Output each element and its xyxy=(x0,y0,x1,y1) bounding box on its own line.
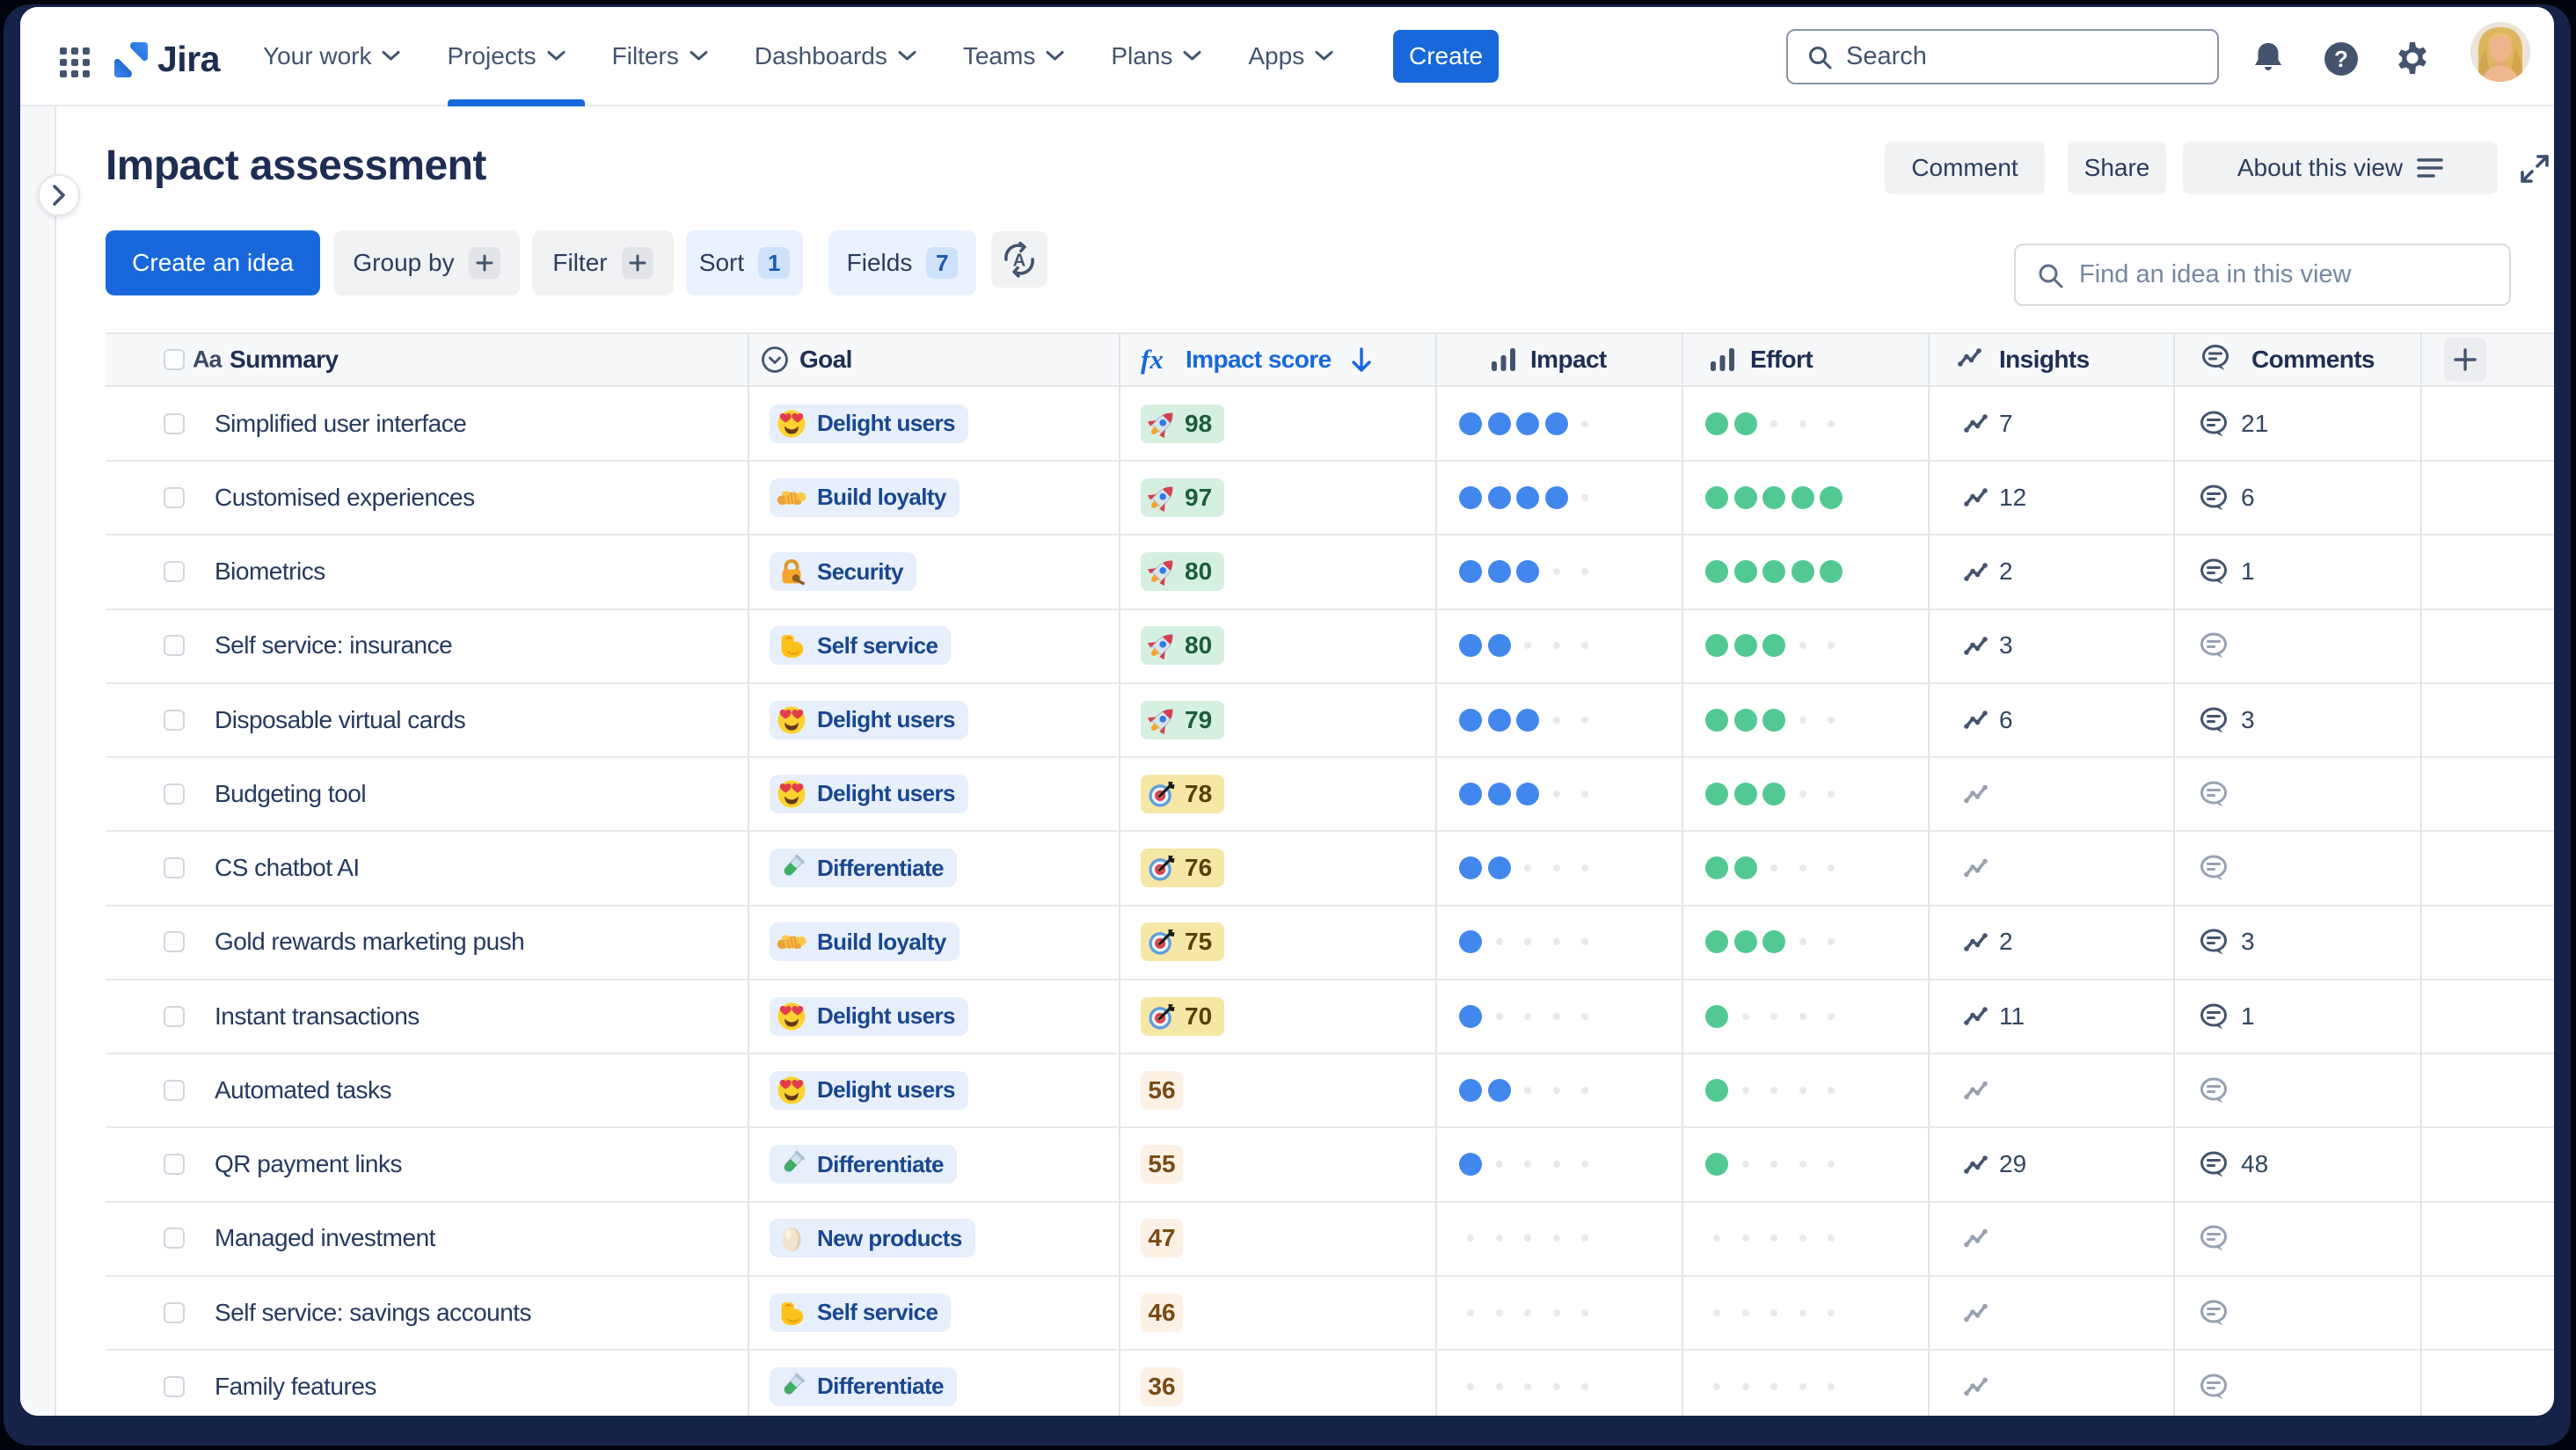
svg-text:?: ? xyxy=(2334,46,2348,72)
svg-text:A: A xyxy=(1013,251,1025,271)
